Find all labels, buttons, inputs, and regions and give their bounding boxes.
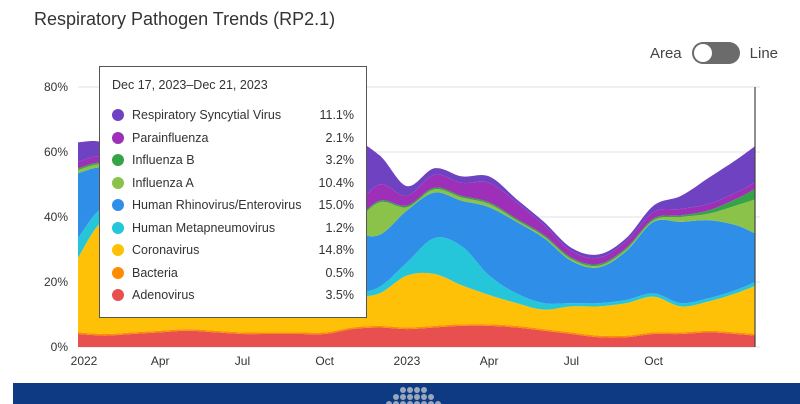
chart-tooltip: Dec 17, 2023–Dec 21, 2023 Respiratory Sy… — [99, 66, 367, 318]
x-tick-label: Oct — [315, 354, 334, 368]
tooltip-series-name: Influenza A — [132, 175, 194, 190]
tooltip-series-value: 2.1% — [325, 130, 355, 145]
tooltip-series-name: Bacteria — [132, 265, 178, 280]
series-color-dot-icon — [112, 199, 124, 212]
tooltip-series-value: 0.5% — [325, 265, 355, 280]
x-tick-label: 2023 — [394, 354, 421, 368]
x-tick-label: Jul — [235, 354, 250, 368]
footer-bar — [13, 383, 800, 404]
tooltip-row: Influenza A 10.4% — [112, 172, 354, 195]
tooltip-series-value: 1.2% — [325, 220, 355, 235]
logo-dots-icon — [386, 387, 441, 404]
tooltip-series-value: 3.5% — [325, 288, 355, 303]
tooltip-series-value: 10.4% — [318, 175, 354, 190]
toggle-area-label: Area — [649, 44, 682, 62]
tooltip-series-value: 11.1% — [319, 108, 354, 123]
tooltip-series-name: Coronavirus — [132, 243, 200, 258]
area-adenovirus — [78, 325, 755, 347]
series-color-dot-icon — [112, 109, 124, 122]
series-color-dot-icon — [112, 176, 124, 189]
area-bacteria — [78, 324, 755, 338]
tooltip-series-name: Human Metapneumovirus — [132, 220, 276, 235]
tooltip-row: Respiratory Syncytial Virus 11.1% — [112, 104, 354, 127]
series-color-dot-icon — [112, 221, 124, 234]
tooltip-row: Human Rhinovirus/Enterovirus 15.0% — [112, 194, 354, 217]
tooltip-series-name: Parainfluenza — [132, 130, 209, 145]
area-coronavirus — [78, 220, 755, 337]
x-tick-label: Jul — [564, 354, 579, 368]
x-tick-label: Apr — [151, 354, 170, 368]
tooltip-series-value: 3.2% — [325, 153, 355, 168]
tooltip-row: Bacteria 0.5% — [112, 262, 354, 285]
tooltip-row: Human Metapneumovirus 1.2% — [112, 217, 354, 240]
tooltip-row: Parainfluenza 2.1% — [112, 127, 354, 150]
series-color-dot-icon — [112, 131, 124, 144]
x-tick-label: Oct — [644, 354, 663, 368]
y-tick-label: 20% — [44, 275, 68, 289]
toggle-line-label: Line — [749, 44, 778, 62]
area-line-switch[interactable] — [691, 42, 740, 64]
y-tick-label: 0% — [51, 340, 69, 354]
y-tick-label: 60% — [44, 145, 68, 159]
tooltip-series-name: Human Rhinovirus/Enterovirus — [132, 198, 302, 213]
tooltip-series-value: 14.8% — [318, 243, 354, 258]
series-color-dot-icon — [112, 244, 124, 257]
chart-type-toggle: Area Line — [650, 42, 778, 64]
tooltip-series-name: Respiratory Syncytial Virus — [132, 108, 282, 123]
area-human-metapneumovirus — [78, 207, 755, 314]
series-color-dot-icon — [112, 154, 124, 167]
page-title: Respiratory Pathogen Trends (RP2.1) — [34, 9, 336, 29]
tooltip-rows: Respiratory Syncytial Virus 11.1% Parainfl… — [112, 104, 354, 307]
tooltip-series-name: Influenza B — [132, 153, 195, 168]
tooltip-row: Coronavirus 14.8% — [112, 239, 354, 262]
series-color-dot-icon — [112, 289, 124, 302]
tooltip-row: Influenza B 3.2% — [112, 149, 354, 172]
axis-ticks: 0% 20% 40% 60% 80% 2022 Apr Jul Oct 2023 Apr Jul Oct — [44, 80, 664, 368]
y-tick-label: 40% — [44, 210, 68, 224]
switch-knob — [693, 44, 712, 62]
series-color-dot-icon — [112, 266, 124, 279]
x-tick-label: Apr — [480, 354, 499, 368]
tooltip-series-name: Adenovirus — [132, 288, 195, 303]
tooltip-date: Dec 17, 2023–Dec 21, 2023 — [112, 78, 268, 92]
x-tick-label: 2022 — [71, 354, 98, 368]
y-tick-label: 80% — [44, 80, 68, 94]
tooltip-row: Adenovirus 3.5% — [112, 284, 354, 307]
tooltip-series-value: 15.0% — [318, 198, 354, 213]
